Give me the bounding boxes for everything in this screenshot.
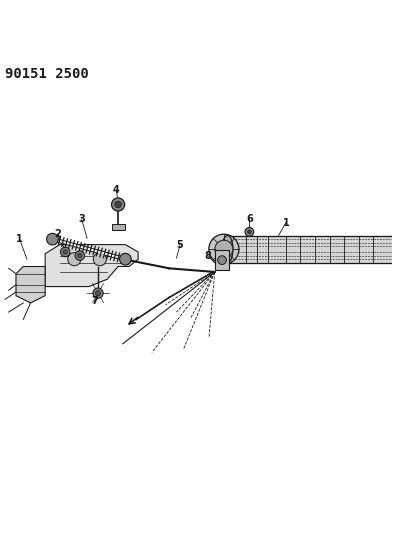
Circle shape xyxy=(95,290,101,296)
Text: 4: 4 xyxy=(113,185,119,195)
Circle shape xyxy=(75,251,84,260)
Circle shape xyxy=(215,240,233,258)
Circle shape xyxy=(93,253,107,266)
Circle shape xyxy=(218,256,226,264)
Circle shape xyxy=(209,234,239,264)
Polygon shape xyxy=(112,224,125,230)
Circle shape xyxy=(68,253,81,266)
Polygon shape xyxy=(228,236,391,263)
Text: 8: 8 xyxy=(204,251,211,261)
Circle shape xyxy=(119,253,131,265)
Circle shape xyxy=(77,253,82,258)
Circle shape xyxy=(112,198,125,211)
Ellipse shape xyxy=(222,236,233,263)
Circle shape xyxy=(63,250,67,254)
Bar xyxy=(215,250,230,270)
Text: 7: 7 xyxy=(91,296,98,306)
Circle shape xyxy=(245,228,254,236)
Text: 2: 2 xyxy=(55,229,61,239)
Circle shape xyxy=(93,288,103,298)
Circle shape xyxy=(61,247,70,257)
Circle shape xyxy=(47,233,58,245)
Text: 1: 1 xyxy=(16,234,23,244)
Text: 5: 5 xyxy=(177,240,184,249)
Text: 1: 1 xyxy=(283,218,289,228)
Circle shape xyxy=(121,255,130,264)
Circle shape xyxy=(115,201,121,208)
Text: 90151 2500: 90151 2500 xyxy=(5,67,89,82)
Circle shape xyxy=(123,253,128,258)
Text: 3: 3 xyxy=(78,214,85,224)
Circle shape xyxy=(248,230,251,233)
Text: 6: 6 xyxy=(246,214,253,224)
Polygon shape xyxy=(45,245,138,287)
Polygon shape xyxy=(16,266,45,303)
